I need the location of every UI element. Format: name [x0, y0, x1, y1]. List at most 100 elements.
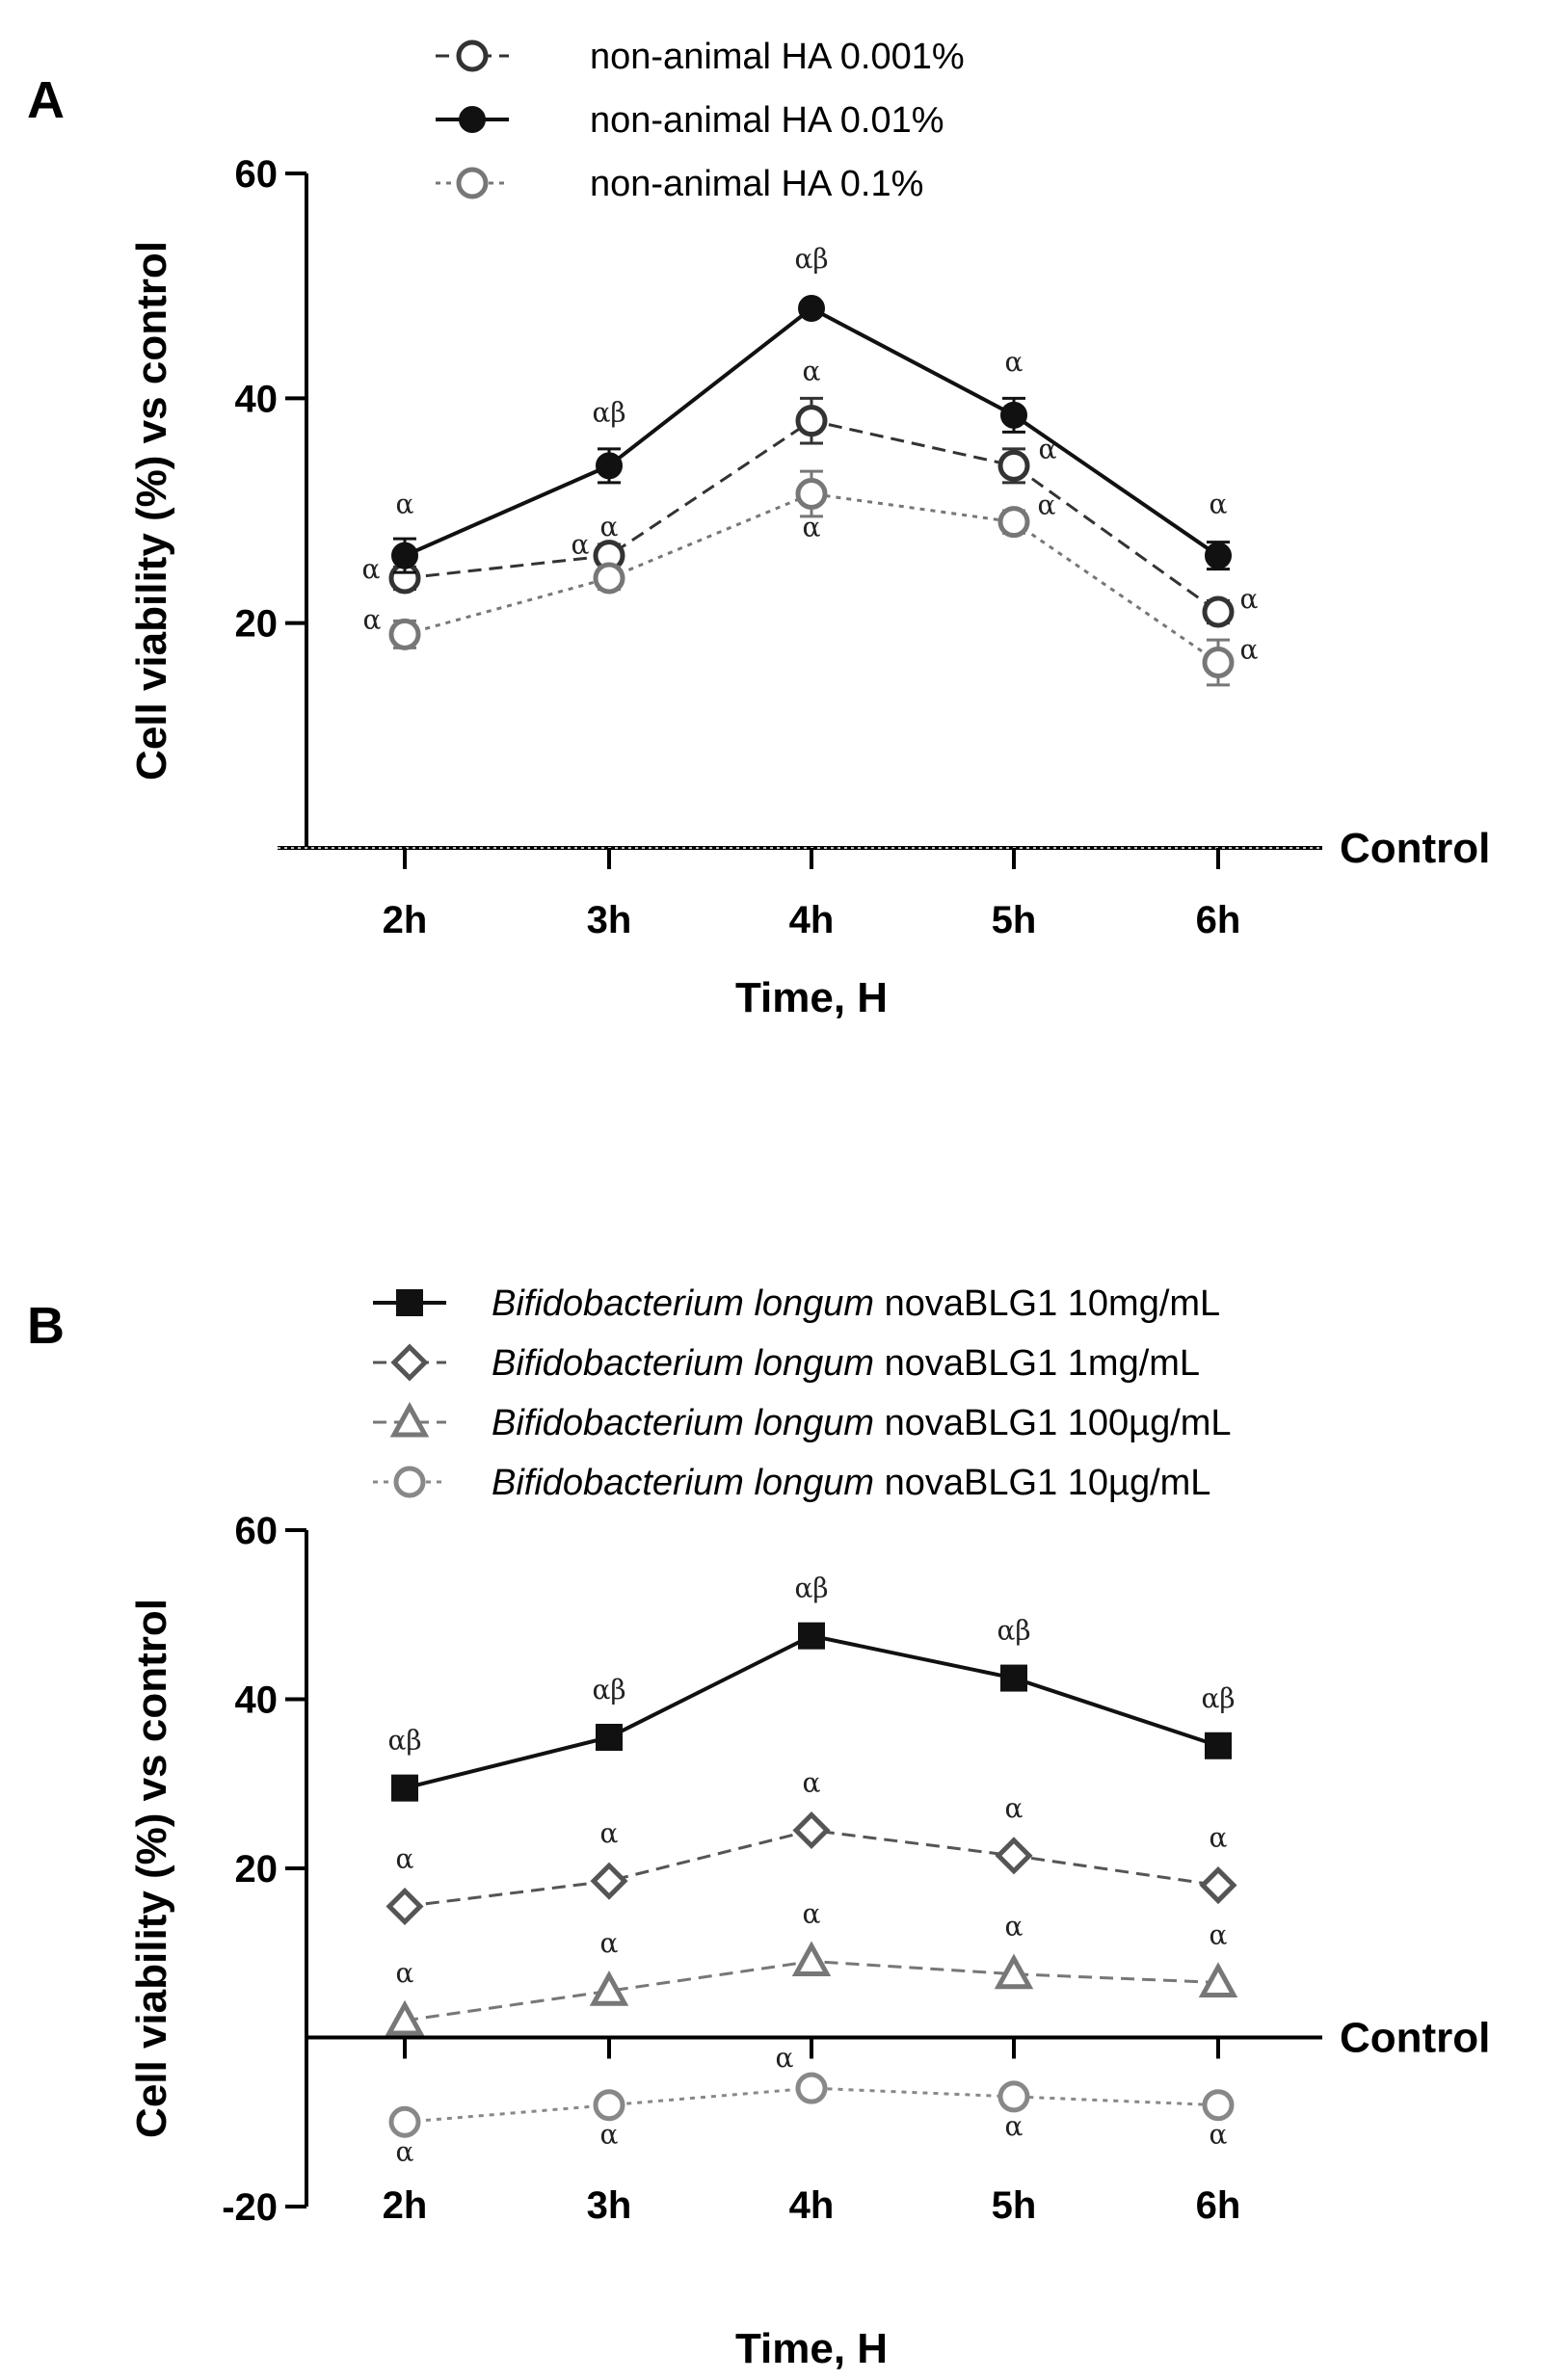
data-point	[1000, 1664, 1027, 1692]
significance-annotation: α	[600, 2119, 619, 2151]
series-1: α α α α α	[386, 1767, 1237, 1926]
significance-annotation: α	[396, 1957, 414, 1989]
legend-label-dose: novaBLG1 1mg/mL	[874, 1343, 1200, 1384]
panel-B: B -20 20 40 60 Cell viability (%) vs control C…	[27, 1283, 1490, 2372]
data-point	[798, 295, 825, 322]
data-point	[997, 506, 1030, 539]
x-tick-label: 3h	[587, 2184, 632, 2227]
data-point	[1202, 647, 1235, 678]
data-point	[391, 1774, 418, 1802]
data-point	[798, 1622, 825, 1650]
series-line	[404, 2086, 1219, 2124]
x-tick-label: 6h	[1196, 2184, 1241, 2227]
data-point	[1205, 542, 1232, 569]
data-point	[795, 478, 828, 510]
significance-annotation: α	[1005, 2110, 1024, 2142]
data-point	[589, 1970, 629, 2006]
data-point	[386, 1887, 424, 1926]
legend-label: Bifidobacterium longum novaBLG1 100µg/mL	[492, 1403, 1232, 1443]
y-tick-label: 60	[235, 153, 279, 196]
x-tick-label: 4h	[789, 2184, 835, 2227]
data-point	[596, 452, 623, 480]
legend-label: Bifidobacterium longum novaBLG1 1mg/mL	[492, 1343, 1200, 1384]
significance-annotation: α	[396, 2135, 414, 2167]
x-tick-label: 2h	[383, 2184, 428, 2227]
y-tick-label: 60	[235, 1510, 279, 1552]
data-point	[1199, 1866, 1237, 1905]
significance-annotation: α	[600, 1927, 619, 1959]
significance-annotation: α	[803, 512, 821, 543]
control-label: Control	[1340, 2015, 1490, 2062]
control-label: Control	[1340, 825, 1490, 872]
significance-annotation: αβ	[794, 1573, 828, 1604]
data-point	[593, 562, 625, 595]
significance-annotation: α	[776, 2042, 794, 2074]
significance-annotation: α	[1240, 634, 1259, 666]
panel-A: A 20 40 60 Cell viability (%) vs control Cont…	[27, 37, 1490, 1021]
significance-annotation: α	[1210, 1822, 1228, 1854]
significance-annotation: α	[803, 1767, 821, 1799]
series-line	[404, 1633, 1219, 1790]
y-tick-label: 40	[235, 1679, 279, 1722]
x-tick-label: 5h	[992, 899, 1037, 941]
legend-label: Bifidobacterium longum novaBLG1 10mg/mL	[492, 1283, 1220, 1324]
legend-marker	[456, 167, 489, 199]
y-axis-title: Cell viability (%) vs control	[128, 1599, 175, 2138]
significance-annotation: α	[1005, 346, 1024, 378]
legend-label-species: Bifidobacterium longum	[492, 1463, 874, 1503]
legend-label: non-animal HA 0.001%	[590, 37, 965, 77]
significance-annotation: α	[396, 1842, 414, 1874]
significance-annotation: αβ	[997, 1615, 1030, 1647]
data-point	[792, 1811, 831, 1850]
significance-annotation: α	[363, 603, 382, 635]
series-0: α α α α α	[362, 356, 1259, 628]
data-point	[995, 1837, 1033, 1875]
series-1: α αβ αβ α α	[391, 243, 1232, 574]
x-tick-label: 4h	[789, 899, 835, 941]
data-point	[795, 405, 828, 437]
x-axis-title: Time, H	[735, 974, 888, 1021]
legend-marker	[393, 1466, 426, 1498]
y-axis-title: Cell viability (%) vs control	[128, 241, 175, 780]
data-point	[997, 449, 1030, 482]
data-point	[1202, 2089, 1235, 2122]
data-point	[997, 2080, 1030, 2113]
data-point	[593, 2089, 625, 2122]
panel-label: B	[27, 1297, 65, 1355]
data-point	[385, 1999, 425, 2036]
legend-entry: non-animal HA 0.001%	[436, 37, 965, 77]
significance-annotation: α	[1240, 583, 1259, 615]
legend-label: non-animal HA 0.01%	[590, 100, 944, 141]
significance-annotation: αβ	[1201, 1682, 1235, 1714]
data-point	[1198, 1962, 1238, 1997]
legend-marker	[396, 1289, 423, 1316]
data-point	[391, 542, 418, 569]
data-point	[994, 1953, 1034, 1990]
legend-label-species: Bifidobacterium longum	[492, 1403, 874, 1443]
panel-label: A	[27, 71, 65, 129]
significance-annotation: αβ	[592, 396, 625, 428]
significance-annotation: α	[600, 511, 619, 542]
legend-marker	[389, 1401, 430, 1438]
significance-annotation: α	[362, 553, 381, 585]
legend-entry: Bifidobacterium longum novaBLG1 1mg/mL	[373, 1343, 1200, 1384]
data-point	[590, 1862, 628, 1900]
series-line	[404, 491, 1219, 664]
legend-label-dose: novaBLG1 100µg/mL	[874, 1403, 1231, 1443]
data-point	[388, 2105, 421, 2138]
y-tick-label: 20	[235, 603, 279, 646]
data-point	[795, 2072, 828, 2104]
significance-annotation: αβ	[794, 243, 828, 275]
x-tick-label: 5h	[992, 2184, 1037, 2227]
y-tick-label: 20	[235, 1848, 279, 1891]
y-tick-label: 40	[235, 378, 279, 420]
data-point	[791, 1941, 832, 1977]
significance-annotation: α	[1005, 1792, 1024, 1824]
x-tick-label: 3h	[587, 899, 632, 941]
data-point	[1202, 595, 1235, 628]
significance-annotation: α	[803, 356, 821, 387]
significance-annotation: α	[1210, 1918, 1228, 1950]
x-tick-label: 2h	[383, 899, 428, 941]
significance-annotation: α	[803, 1898, 821, 1930]
